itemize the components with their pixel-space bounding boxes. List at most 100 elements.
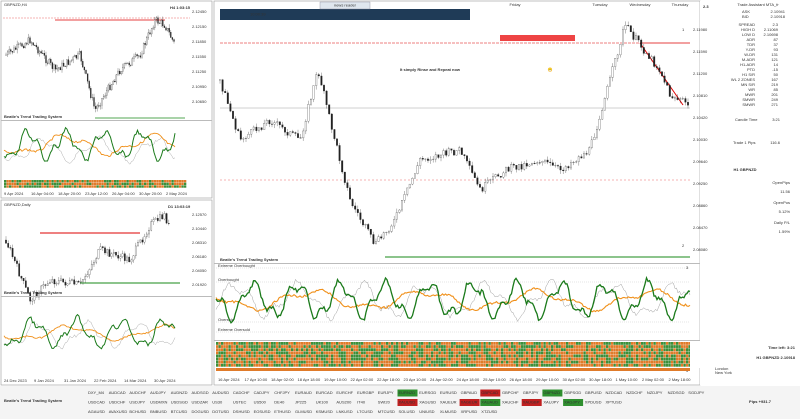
symbol-button[interactable]: EOSUSD [254, 409, 271, 414]
symbol-highlight[interactable] [480, 399, 501, 406]
symbol-button[interactable]: DXY_M4 [88, 390, 105, 395]
symbol-button[interactable]: GBPNZD [543, 390, 560, 395]
symbol-button[interactable]: XAUJPY [543, 400, 559, 405]
symbol-button[interactable]: EURNZD [399, 390, 416, 395]
symbol-button[interactable]: SGDJPY [688, 390, 704, 395]
symbol-button[interactable]: AUDNZD [171, 390, 188, 395]
symbol-button[interactable]: GBPCHF [502, 390, 519, 395]
symbol-button[interactable]: GBPAUD [461, 390, 478, 395]
symbol-button[interactable]: XAGUSD [419, 400, 436, 405]
heat-cell [656, 360, 659, 364]
candle [359, 212, 362, 220]
heat-cell [468, 342, 471, 345]
symbol-button[interactable]: XAGEUR [461, 400, 478, 405]
symbol-button[interactable]: AGAUSD [88, 409, 105, 414]
symbol-highlight[interactable] [459, 399, 480, 406]
symbol-button[interactable]: EURJPY [378, 390, 394, 395]
symbol-highlight[interactable] [480, 389, 501, 397]
symbol-button[interactable]: SWI20 [378, 400, 391, 405]
symbol-button[interactable]: GBPJPY [523, 390, 539, 395]
symbol-button[interactable]: AUDSGD [192, 390, 209, 395]
symbol-button[interactable]: GBPSGD [564, 390, 581, 395]
symbol-button[interactable]: XAUGBP [523, 400, 540, 405]
symbol-button[interactable]: DE40 [274, 400, 285, 405]
symbol-button[interactable]: AUS200 [336, 400, 352, 405]
symbol-button[interactable]: AUDCAD [109, 390, 126, 395]
symbol-button[interactable]: IT40 [357, 400, 366, 405]
symbol-button[interactable]: AUDJPY [150, 390, 166, 395]
symbol-button[interactable]: UK100 [316, 400, 329, 405]
symbol-button[interactable]: GBPCAD [481, 390, 498, 395]
symbol-button[interactable]: DOGUSD [192, 409, 210, 414]
symbol-button[interactable]: XPTUSD [606, 400, 622, 405]
heat-cell [616, 360, 619, 364]
symbol-button[interactable]: LTCUSD [357, 409, 373, 414]
symbol-button[interactable]: AUDUSD [212, 390, 229, 395]
symbol-button[interactable]: JP225 [295, 400, 307, 405]
heat-cell [331, 342, 334, 345]
symbol-button[interactable]: GBPUSD [585, 390, 602, 395]
heat-cell [686, 363, 689, 367]
symbol-highlight[interactable] [563, 399, 584, 406]
symbol-button[interactable]: UNIUSD [419, 409, 434, 414]
symbol-button[interactable]: USDCHF [109, 400, 126, 405]
candle [531, 162, 533, 166]
symbol-button[interactable]: BNBUSD [150, 409, 167, 414]
symbol-button[interactable]: BCHUSD [129, 409, 146, 414]
symbol-button[interactable]: CADJPY [254, 390, 270, 395]
symbol-button[interactable]: EURSGD [419, 390, 436, 395]
symbol-button[interactable]: USDSGD [171, 400, 188, 405]
symbol-button[interactable]: EURGBP [357, 390, 374, 395]
heat-cell [566, 354, 569, 358]
symbol-button[interactable]: USDZAR [192, 400, 209, 405]
symbol-button[interactable]: BTCUSD [171, 409, 188, 414]
symbol-button[interactable]: US30 [212, 400, 223, 405]
symbol-button[interactable]: NZDCHF [626, 390, 643, 395]
symbol-button[interactable]: XTZUSD [481, 409, 497, 414]
symbol-button[interactable]: DOTUSD [212, 409, 229, 414]
heat-cell [596, 348, 599, 352]
candle [606, 86, 609, 99]
symbol-button[interactable]: USDJPY [129, 400, 145, 405]
symbol-button[interactable]: NZDJPY [647, 390, 663, 395]
symbol-button[interactable]: MTCUSD [378, 409, 395, 414]
symbol-highlight[interactable] [521, 399, 542, 406]
symbol-highlight[interactable] [542, 389, 563, 397]
symbol-button[interactable]: XAUEUR [440, 400, 457, 405]
symbol-button[interactable]: XLMUSD [440, 409, 457, 414]
heat-cell [231, 357, 234, 361]
symbol-button[interactable]: AVAXUSD [109, 409, 128, 414]
symbol-button[interactable]: USDMXN [150, 400, 167, 405]
symbol-button[interactable]: ETHUSD [274, 409, 291, 414]
symbol-button[interactable]: USTEC [233, 400, 247, 405]
symbol-button[interactable]: EURUSD [440, 390, 457, 395]
symbol-button[interactable]: NZDSGD [668, 390, 685, 395]
symbol-button[interactable]: DSHUSD [233, 409, 250, 414]
news-tab[interactable] [319, 1, 371, 10]
symbol-button[interactable]: SOLUSD [399, 409, 416, 414]
symbol-button[interactable]: XAUUSD [399, 400, 416, 405]
symbol-button[interactable]: EURCHF [336, 390, 353, 395]
heat-cell [156, 185, 159, 188]
symbol-button[interactable]: NZDCAD [606, 390, 623, 395]
heat-cell [478, 357, 481, 361]
symbol-button[interactable]: GLMUSD [295, 409, 312, 414]
symbol-button[interactable]: XAUCHF [502, 400, 519, 405]
symbol-button[interactable]: XRPUSD [461, 409, 478, 414]
symbol-highlight[interactable] [397, 389, 418, 397]
symbol-button[interactable]: XAUAUD [481, 400, 498, 405]
symbol-button[interactable]: EURCAD [316, 390, 333, 395]
symbol-button[interactable]: USDCAD [88, 400, 105, 405]
symbol-button[interactable]: CADCHF [233, 390, 250, 395]
symbol-button[interactable]: AUDCHF [129, 390, 146, 395]
symbol-highlight[interactable] [397, 399, 418, 406]
heat-cell [563, 354, 566, 358]
heat-cell [628, 342, 631, 345]
symbol-button[interactable]: XAGJPY [564, 400, 580, 405]
symbol-button[interactable]: LNKUSD [336, 409, 352, 414]
symbol-button[interactable]: US500 [254, 400, 267, 405]
symbol-button[interactable]: XPDUSD [585, 400, 602, 405]
symbol-button[interactable]: EURAUD [295, 390, 312, 395]
symbol-button[interactable]: CHFJPY [274, 390, 290, 395]
symbol-button[interactable]: KSMUSD [316, 409, 333, 414]
